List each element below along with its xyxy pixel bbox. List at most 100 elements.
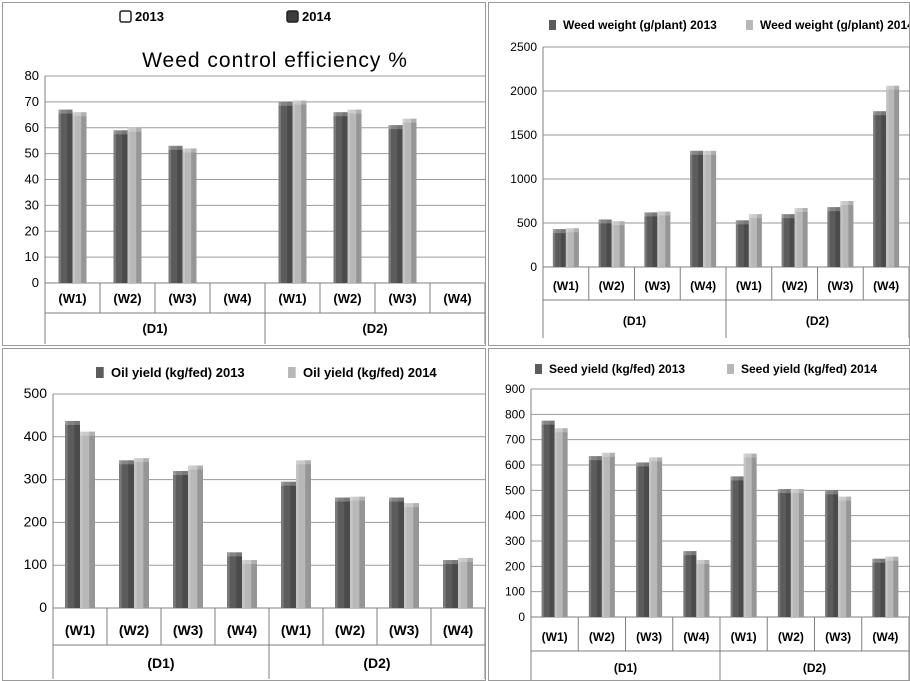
y-tick-label: 40	[25, 172, 39, 187]
x-category-label: (W4)	[443, 291, 471, 306]
x-category-label: (W4)	[443, 622, 473, 638]
bar-2014	[458, 557, 473, 608]
bar-2014	[296, 460, 311, 608]
bar-2013	[690, 150, 704, 267]
x-category-label: (W3)	[173, 622, 203, 638]
legend-marker-2013	[119, 10, 132, 23]
bar-2013	[873, 111, 887, 268]
bar-2014	[748, 214, 762, 267]
bar-2014	[554, 428, 568, 617]
legend-label: Oil yield (kg/fed) 2013	[111, 365, 245, 380]
x-category-label: (W2)	[113, 291, 141, 306]
x-category-label: (W1)	[542, 630, 568, 644]
x-category-label: (W1)	[281, 622, 311, 638]
bar-2013	[827, 207, 841, 267]
bar-2013	[683, 551, 697, 617]
bar-2013	[781, 214, 795, 267]
bar-2013	[644, 212, 658, 267]
y-tick-label: 60	[25, 120, 39, 135]
bar-2014	[696, 560, 710, 617]
x-category-label: (W2)	[119, 622, 149, 638]
weed-weight-chart: 0 500 1000 1500 2000 2500 (W1) (W2) (W3) (W4) (W1)…	[488, 2, 910, 346]
y-tick-label: 900	[505, 382, 525, 396]
y-tick-label: 300	[24, 471, 48, 487]
legend-marker-2014	[286, 10, 299, 23]
bar-2014	[657, 211, 671, 267]
bar-2013	[281, 481, 296, 608]
bar-2014	[402, 118, 417, 283]
x-category-label: (W1)	[278, 291, 306, 306]
y-tick-label: 70	[25, 94, 39, 109]
bar-2014	[182, 148, 197, 283]
x-category-label: (W2)	[333, 291, 361, 306]
legend-marker-2014	[746, 20, 753, 30]
bar-2013	[777, 489, 791, 617]
legend-label: Weed weight (g/plant) 2014	[760, 18, 910, 32]
y-tick-label: 100	[505, 585, 525, 599]
y-tick-label: 400	[505, 509, 525, 523]
x-category-label: (W4)	[873, 279, 899, 293]
x-group-label: (D2)	[363, 655, 390, 671]
bar-2013	[735, 220, 749, 267]
oil-yield-chart: 0 100 200 300 400 500 (W1) (W2) (W3) (W4) (W1) (W2)…	[2, 348, 486, 681]
x-category-label: (W2)	[599, 279, 625, 293]
y-tick-label: 700	[505, 433, 525, 447]
y-tick-label: 0	[32, 275, 39, 290]
x-category-label: (W4)	[690, 279, 716, 293]
legend-marker-2013	[549, 20, 556, 30]
legend-marker-2013	[535, 364, 542, 374]
legend-label: Oil yield (kg/fed) 2014	[303, 365, 437, 380]
bar-2014	[347, 109, 362, 283]
y-tick-label: 500	[505, 483, 525, 497]
y-tick-label: 50	[25, 146, 39, 161]
bar-2013	[278, 101, 293, 283]
x-group-label: (D2)	[806, 314, 829, 328]
legend-marker-2014	[288, 367, 296, 378]
y-tick-label: 2000	[510, 84, 537, 98]
chart-title: Weed control efficiency %	[142, 49, 408, 72]
legend-label: 2013	[135, 9, 164, 24]
bar-2014	[885, 556, 899, 617]
x-category-label: (W4)	[227, 622, 257, 638]
bar-2013	[119, 460, 134, 608]
bar-2013	[598, 219, 612, 267]
x-group-label: (D1)	[147, 655, 174, 671]
bar-2014	[292, 100, 307, 283]
x-group-label: (D1)	[614, 661, 637, 675]
bar-2013	[730, 476, 744, 617]
y-tick-label: 2500	[510, 40, 537, 54]
bar-2013	[552, 229, 566, 267]
x-category-label: (W3)	[389, 622, 419, 638]
seed-yield-svg: 0 100 200 300 400 500 600 700 800 900 (W1) (W2) (W3)…	[505, 362, 909, 680]
x-category-label: (W1)	[553, 279, 579, 293]
bar-2013	[825, 490, 839, 617]
bar-2013	[58, 109, 73, 283]
bar-2013	[872, 558, 886, 617]
legend-label: Seed yield (kg/fed) 2014	[741, 362, 877, 376]
bar-2014	[790, 489, 804, 617]
y-tick-label: 500	[517, 216, 537, 230]
bar-2014	[80, 431, 95, 608]
bar-2014	[838, 496, 852, 617]
bar-2013	[588, 456, 602, 617]
y-tick-label: 0	[39, 599, 47, 615]
bar-2013	[443, 560, 458, 608]
bar-2013	[333, 112, 348, 283]
bar-2014	[134, 458, 149, 608]
x-category-label: (W2)	[589, 630, 615, 644]
x-category-label: (W2)	[778, 630, 804, 644]
bar-2014	[188, 465, 203, 608]
bar-2014	[649, 457, 663, 617]
bar-2014	[127, 127, 142, 283]
bar-2014	[404, 503, 419, 608]
y-tick-label: 200	[24, 513, 48, 529]
y-tick-label: 1000	[510, 172, 537, 186]
bar-2013	[389, 497, 404, 608]
bar-2014	[72, 112, 87, 283]
bar-2014	[565, 228, 579, 267]
legend-label: Seed yield (kg/fed) 2013	[549, 362, 685, 376]
y-tick-label: 100	[24, 556, 48, 572]
x-category-label: (W4)	[872, 630, 898, 644]
x-category-label: (W3)	[825, 630, 851, 644]
bar-2014	[840, 201, 854, 267]
